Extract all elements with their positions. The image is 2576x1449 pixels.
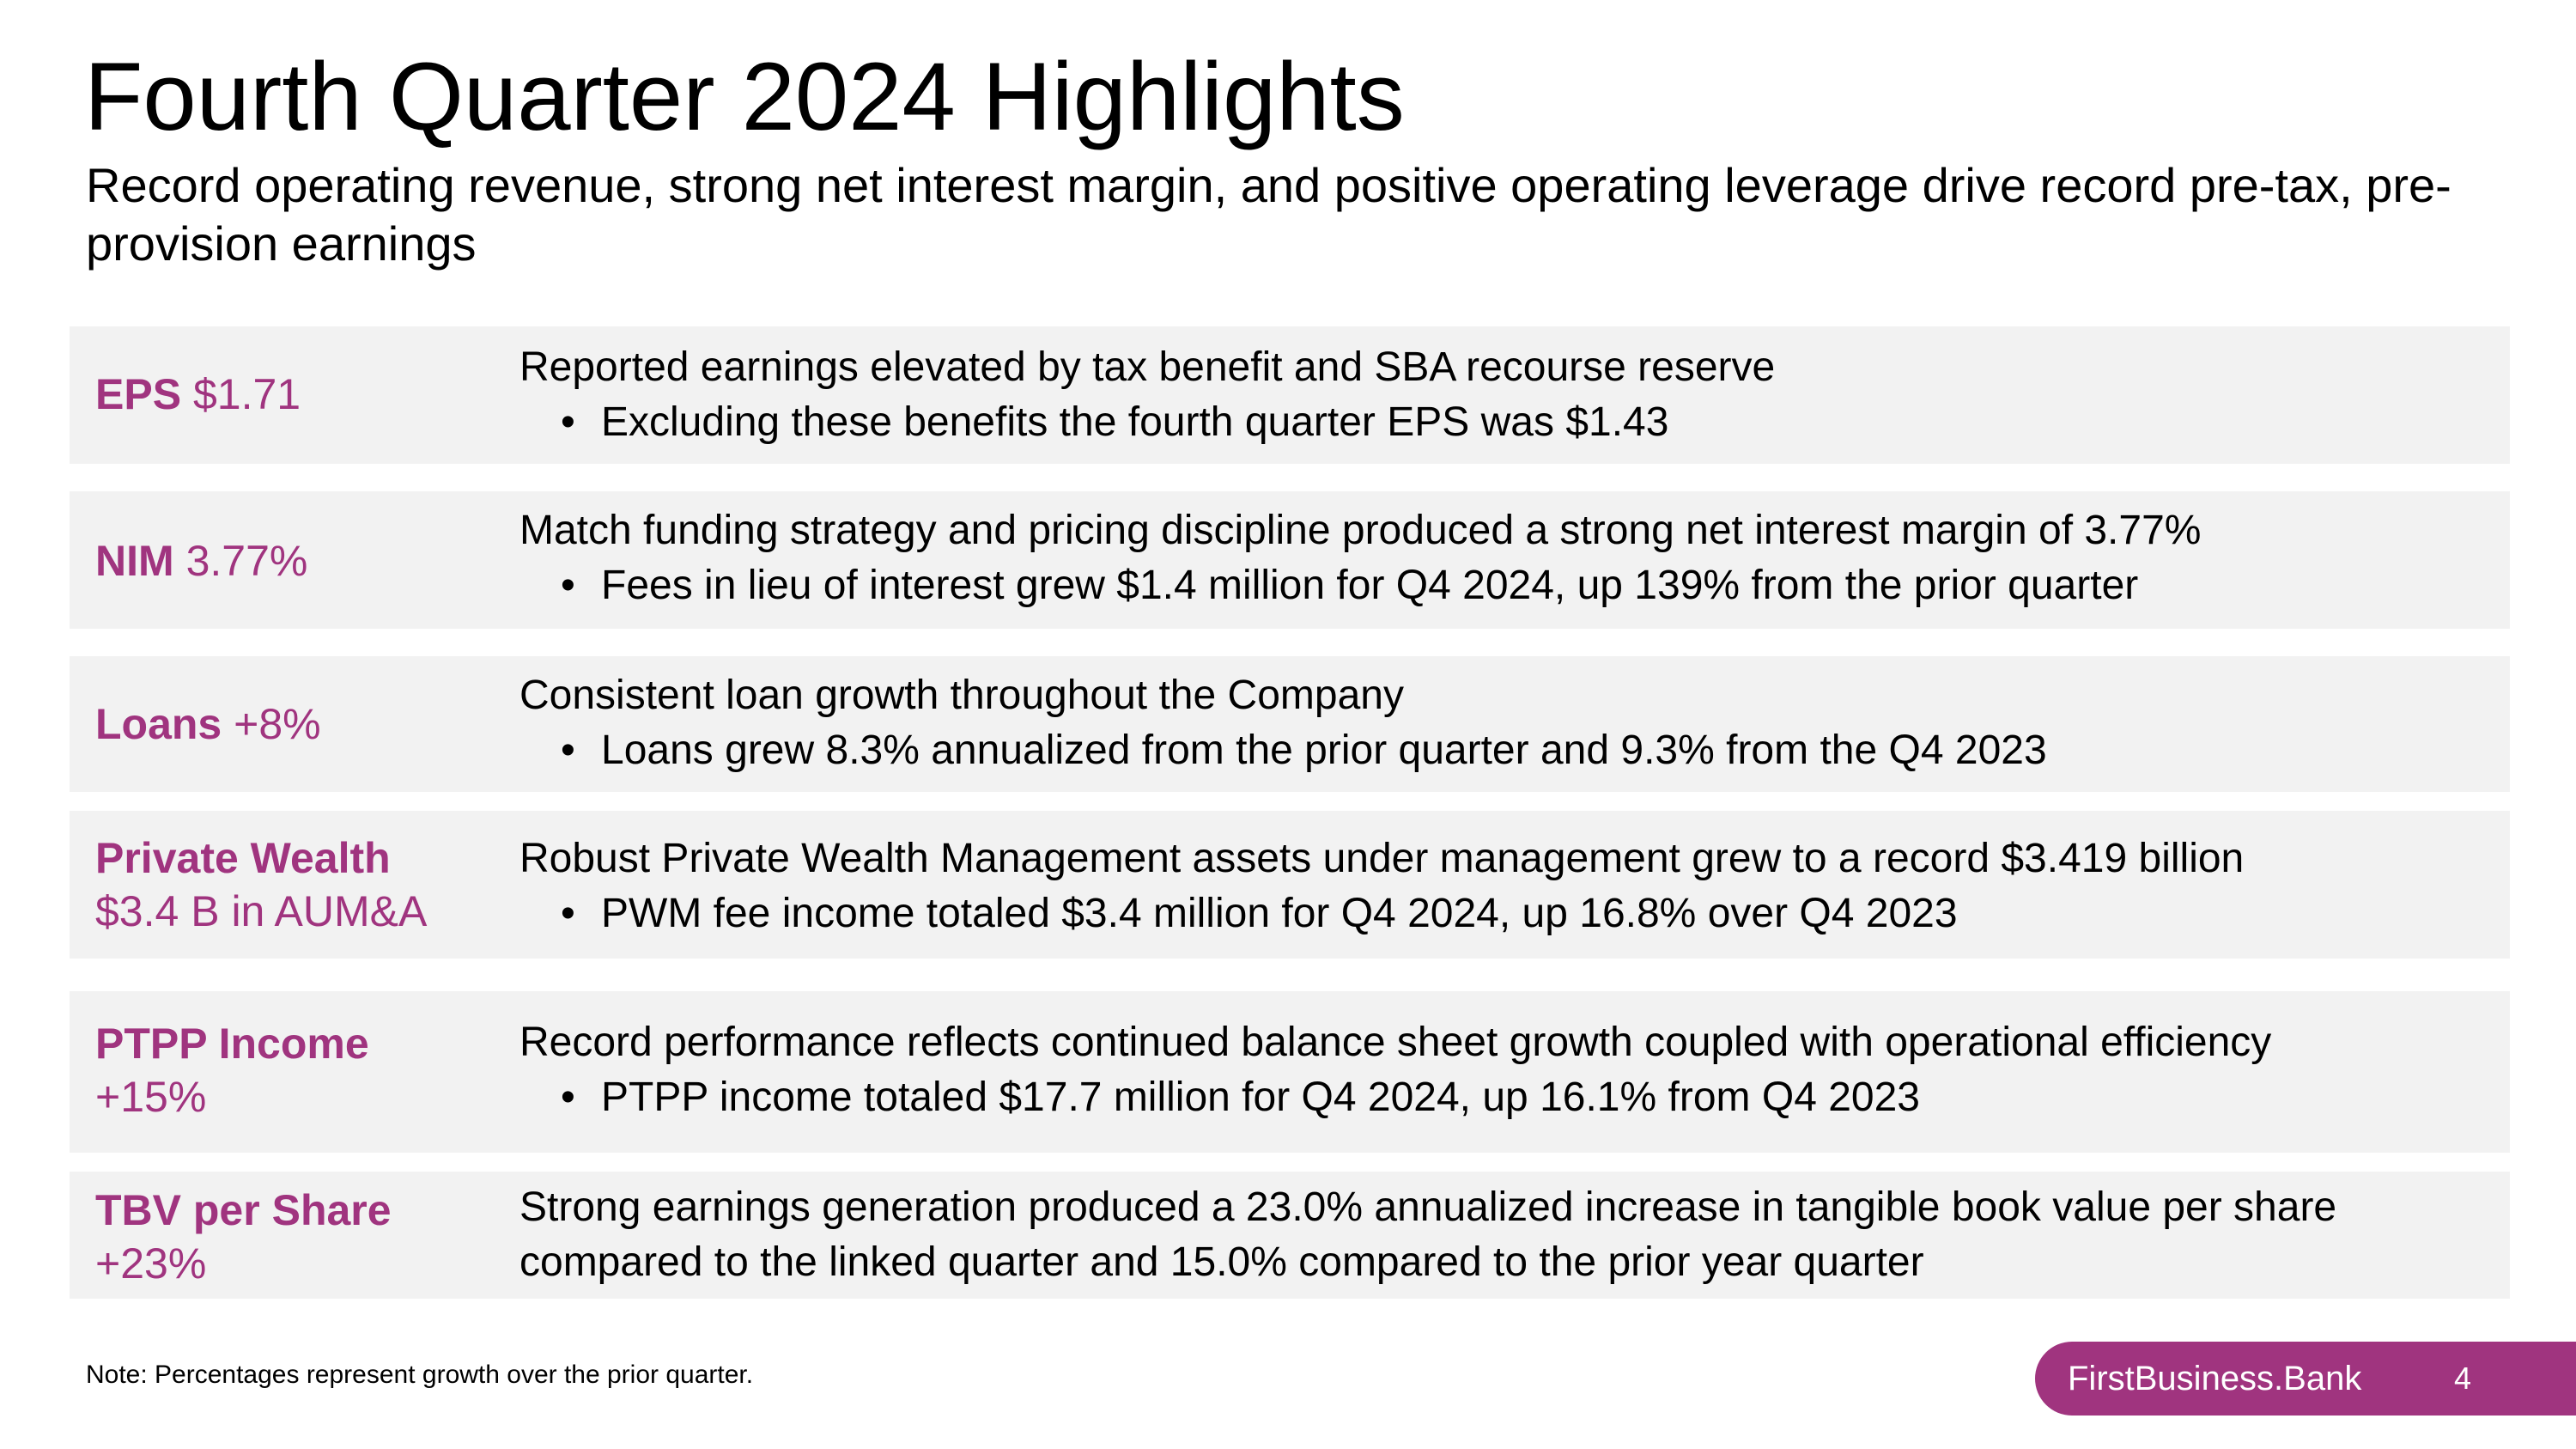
highlight-row-private-wealth: Private Wealth $3.4 B in AUM&A Robust Pr… — [70, 811, 2510, 959]
description-bullet: Loans grew 8.3% annualized from the prio… — [519, 723, 2486, 778]
page-title: Fourth Quarter 2024 Highlights — [84, 43, 1405, 150]
metric-name: TBV per Share — [95, 1186, 392, 1234]
description-bullet: PWM fee income totaled $3.4 million for … — [519, 886, 2486, 941]
highlight-description: Consistent loan growth throughout the Co… — [519, 668, 2486, 778]
description-main: Strong earnings generation produced a 23… — [519, 1184, 2337, 1285]
metric-name: PTPP Income — [95, 1020, 369, 1068]
metric-value: $1.71 — [192, 370, 301, 418]
highlight-description: Robust Private Wealth Management assets … — [519, 831, 2486, 941]
highlight-row-eps: EPS $1.71 Reported earnings elevated by … — [70, 326, 2510, 464]
description-main: Consistent loan growth throughout the Co… — [519, 673, 1404, 718]
highlight-label: TBV per Share +23% — [95, 1184, 542, 1290]
description-bullet: PTPP income totaled $17.7 million for Q4… — [519, 1070, 2486, 1125]
highlight-row-nim: NIM 3.77% Match funding strategy and pri… — [70, 491, 2510, 629]
highlight-label: Loans +8% — [95, 697, 542, 751]
metric-name: NIM — [95, 537, 174, 585]
metric-value: $3.4 B in AUM&A — [95, 887, 428, 935]
highlight-label: NIM 3.77% — [95, 534, 542, 588]
description-bullet: Excluding these benefits the fourth quar… — [519, 395, 2486, 450]
metric-name: Private Wealth — [95, 834, 391, 882]
metric-value: 3.77% — [185, 537, 308, 585]
description-main: Match funding strategy and pricing disci… — [519, 508, 2202, 553]
metric-value: +15% — [95, 1073, 207, 1121]
description-main: Robust Private Wealth Management assets … — [519, 836, 2245, 881]
metric-name: Loans — [95, 700, 222, 748]
page-number: 4 — [2454, 1361, 2472, 1396]
highlight-description: Strong earnings generation produced a 23… — [519, 1180, 2486, 1290]
description-bullet: Fees in lieu of interest grew $1.4 milli… — [519, 558, 2486, 613]
highlight-label: EPS $1.71 — [95, 368, 542, 421]
highlight-description: Match funding strategy and pricing disci… — [519, 503, 2486, 613]
footnote: Note: Percentages represent growth over … — [86, 1361, 754, 1389]
highlight-label: Private Wealth $3.4 B in AUM&A — [95, 831, 542, 938]
highlight-label: PTPP Income +15% — [95, 1017, 542, 1123]
highlight-row-tbv-per-share: TBV per Share +23% Strong earnings gener… — [70, 1172, 2510, 1299]
description-main: Reported earnings elevated by tax benefi… — [519, 344, 1776, 390]
brand-logo-text: FirstBusiness.Bank — [2068, 1360, 2362, 1397]
highlight-description: Reported earnings elevated by tax benefi… — [519, 340, 2486, 450]
description-main: Record performance reflects continued ba… — [519, 1020, 2272, 1065]
metric-value: +23% — [95, 1239, 207, 1288]
highlight-description: Record performance reflects continued ba… — [519, 1015, 2486, 1125]
highlight-row-ptpp-income: PTPP Income +15% Record performance refl… — [70, 991, 2510, 1153]
metric-name: EPS — [95, 370, 182, 418]
page-subtitle: Record operating revenue, strong net int… — [86, 158, 2451, 271]
highlight-row-loans: Loans +8% Consistent loan growth through… — [70, 656, 2510, 792]
footer-brand-bar — [2035, 1342, 2576, 1416]
metric-value: +8% — [234, 700, 321, 748]
